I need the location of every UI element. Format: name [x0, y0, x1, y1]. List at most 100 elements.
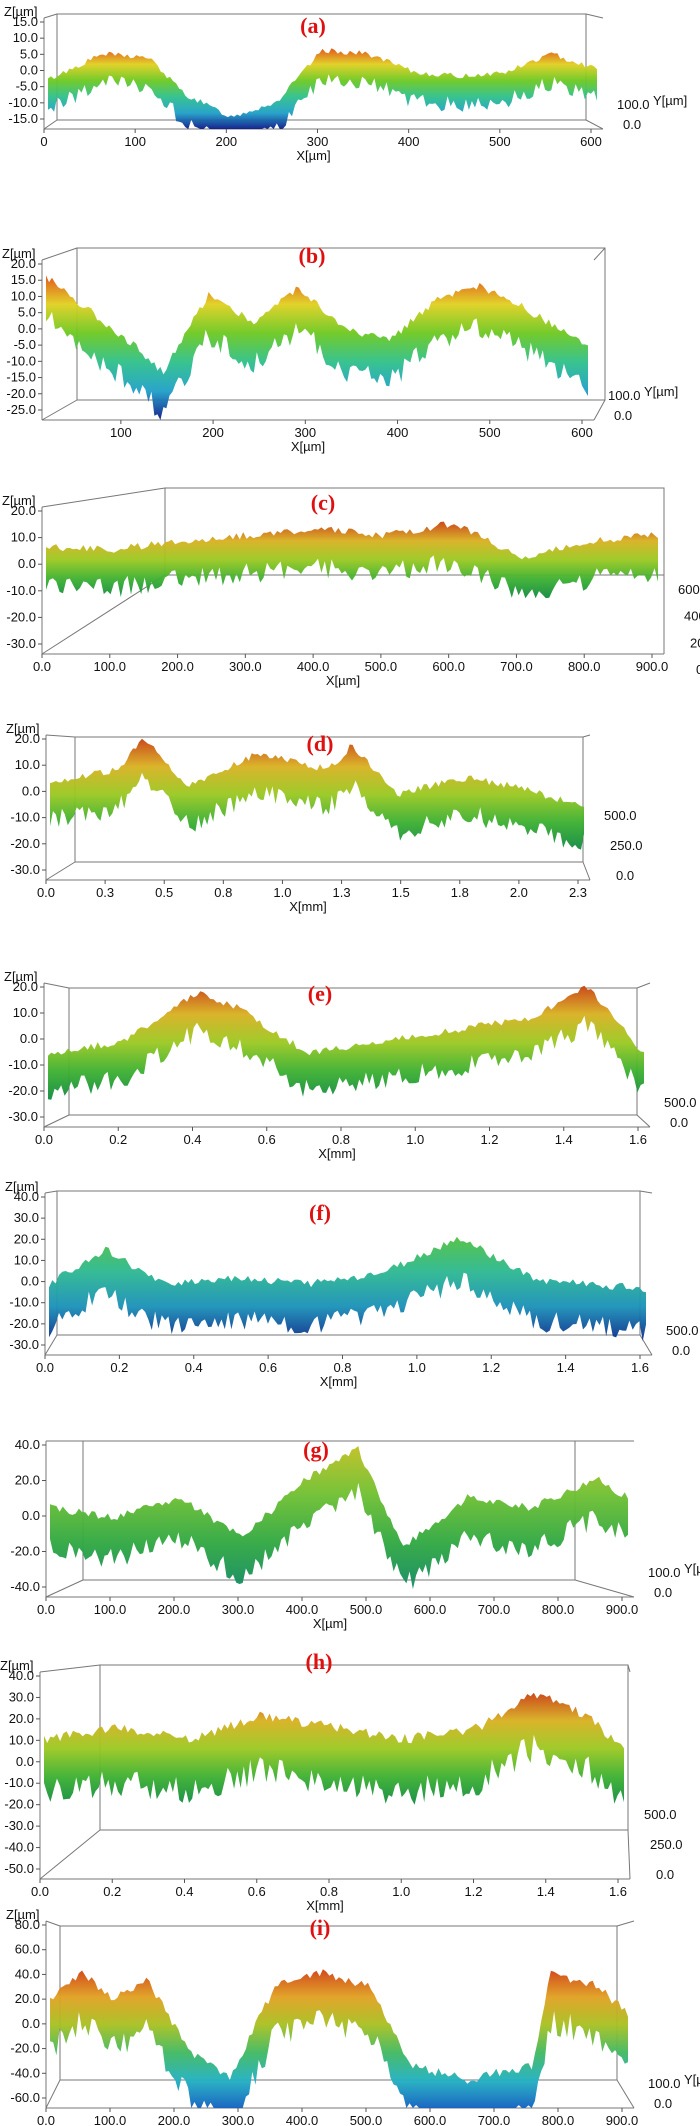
x-tick-label: 0.8 — [332, 1132, 350, 1147]
x-tick-label: 200 — [215, 134, 237, 149]
z-tick-label: 10.0 — [11, 530, 36, 545]
x-tick-label: 100.0 — [94, 659, 127, 674]
z-tick-label: -10.0 — [6, 583, 36, 598]
chart-panel-c: 20.0 10.0 0.0 -10.0 -20.0 -30.0 Z[µm] 0.0 100.0 2… — [2, 487, 700, 688]
x-tick-label: 600 — [580, 134, 602, 149]
frame-edge — [43, 1114, 70, 1128]
z-tick-label: 60.0 — [15, 1942, 40, 1957]
x-tick-label: 1.8 — [451, 885, 469, 900]
x-tick-label: 200.0 — [161, 659, 194, 674]
surface-profile — [44, 1692, 624, 1805]
panel-label: (c) — [311, 490, 335, 515]
frame-edge — [41, 574, 166, 655]
surface-profile — [46, 521, 658, 599]
surface-profile — [48, 985, 644, 1100]
z-tick-label: 0.0 — [20, 1031, 38, 1046]
frame-edge — [616, 1920, 635, 1927]
y-axis-label: Y[µm] — [653, 93, 687, 108]
y-tick-label: 0.0 — [656, 1867, 674, 1882]
x-tick-label: 0.3 — [96, 885, 114, 900]
frame-edge — [45, 861, 76, 881]
y-tick-label: 0.0 — [654, 2096, 672, 2111]
z-tick-label: -40.0 — [10, 1579, 40, 1594]
x-tick-label: 1.0 — [406, 1132, 424, 1147]
x-tick-label: 600.0 — [414, 1602, 447, 1617]
x-tick-label: 300 — [307, 134, 329, 149]
x-tick-label: 600.0 — [432, 659, 465, 674]
frame-edge — [45, 1579, 84, 1598]
x-axis-label: X[µm] — [291, 439, 325, 454]
z-tick-label: -30.0 — [9, 1337, 39, 1352]
x-axis-label: X[mm] — [320, 1374, 358, 1389]
frame-edge — [39, 1664, 101, 1673]
frame-edge — [41, 487, 166, 508]
z-tick-label: -5.0 — [16, 79, 38, 94]
x-tick-label: 1.4 — [557, 1360, 575, 1375]
z-tick-label: 10.0 — [14, 1252, 39, 1267]
x-tick-label: 1.5 — [392, 885, 410, 900]
x-tick-label: 500.0 — [350, 1602, 383, 1617]
y-tick-label: 250.0 — [610, 838, 643, 853]
x-tick-label: 900.0 — [606, 1602, 639, 1617]
x-axis-label: X[mm] — [306, 1898, 344, 1913]
x-tick-label: 1.2 — [480, 1132, 498, 1147]
z-tick-label: 0.0 — [18, 321, 36, 336]
x-tick-label: 1.6 — [629, 1132, 647, 1147]
z-axis-label: Z[µm] — [5, 1179, 38, 1194]
z-tick-label: 15.0 — [13, 14, 38, 29]
x-tick-label: 700.0 — [478, 2113, 511, 2126]
x-tick-label: 500 — [489, 134, 511, 149]
frame-edge — [43, 982, 70, 989]
x-tick-label: 0.4 — [183, 1132, 201, 1147]
frame-edge — [39, 1829, 101, 1880]
frame-edge — [45, 2079, 61, 2109]
chart-panel-h: 40.0 30.0 20.0 10.0 0.0 -10.0 -20.0 -30.0 -40.0 -… — [0, 1649, 683, 1913]
frame-edge — [582, 734, 591, 738]
y-tick-label: 500.0 — [666, 1323, 699, 1338]
x-axis-label: X[mm] — [289, 899, 327, 914]
y-tick-label: 400.0 — [684, 609, 700, 624]
frame-edge — [639, 1190, 653, 1194]
chart-panel-g: 40.0 20.0 0.0 -20.0 -40.0 0.0 100.0 200.0 300.0 4… — [10, 1437, 700, 1631]
x-tick-label: 0.5 — [155, 885, 173, 900]
x-tick-label: 900.0 — [606, 2113, 639, 2126]
z-tick-label: 20.0 — [13, 979, 38, 994]
z-tick-label: -30.0 — [6, 636, 36, 651]
z-tick-label: 40.0 — [14, 1189, 39, 1204]
y-tick-label: 500.0 — [664, 1095, 697, 1110]
x-tick-label: 1.4 — [555, 1132, 573, 1147]
frame-edge — [44, 1190, 58, 1194]
x-tick-label: 1.0 — [408, 1360, 426, 1375]
z-tick-label: 40.0 — [9, 1668, 34, 1683]
back-frame — [56, 1190, 641, 1336]
chart-panel-d: 20.0 10.0 0.0 -10.0 -20.0 -30.0 Z[µm] 0.0 0.3 0.5… — [6, 721, 643, 914]
x-tick-label: 0.0 — [33, 659, 51, 674]
panel-label: (a) — [300, 13, 326, 38]
x-tick-label: 500.0 — [365, 659, 398, 674]
frame-edge — [627, 1664, 631, 1673]
x-tick-label: 0.4 — [185, 1360, 203, 1375]
z-tick-label: -25.0 — [6, 402, 36, 417]
surface-profile — [50, 738, 584, 850]
frame-edge — [41, 399, 78, 421]
chart-panel-f: 40.0 30.0 20.0 10.0 0.0 -10.0 -20.0 -30.0 Z[µm] 0… — [5, 1179, 699, 1389]
frame-edge — [41, 247, 78, 261]
z-tick-label: -20.0 — [8, 1083, 38, 1098]
y-tick-label: 200.0 — [690, 635, 700, 650]
z-tick-label: 20.0 — [11, 503, 36, 518]
x-tick-label: 800.0 — [568, 659, 601, 674]
z-axis-label: Z[µm] — [2, 493, 35, 508]
y-tick-label: 100.0 — [608, 388, 641, 403]
x-tick-label: 300 — [294, 425, 316, 440]
x-tick-label: 700.0 — [478, 1602, 511, 1617]
x-tick-label: 1.0 — [273, 885, 291, 900]
x-tick-label: 500.0 — [350, 2113, 383, 2126]
x-tick-label: 600 — [571, 425, 593, 440]
x-tick-label: 400.0 — [297, 659, 330, 674]
chart-panel-i: 80.0 60.0 40.0 20.0 0.0 -20.0 -40.0 -60.0 Z[µm] 0… — [6, 1907, 700, 2126]
x-tick-label: 900.0 — [636, 659, 669, 674]
x-tick-label: 400 — [398, 134, 420, 149]
z-tick-label: -15.0 — [8, 111, 38, 126]
surface-profile — [46, 275, 588, 420]
